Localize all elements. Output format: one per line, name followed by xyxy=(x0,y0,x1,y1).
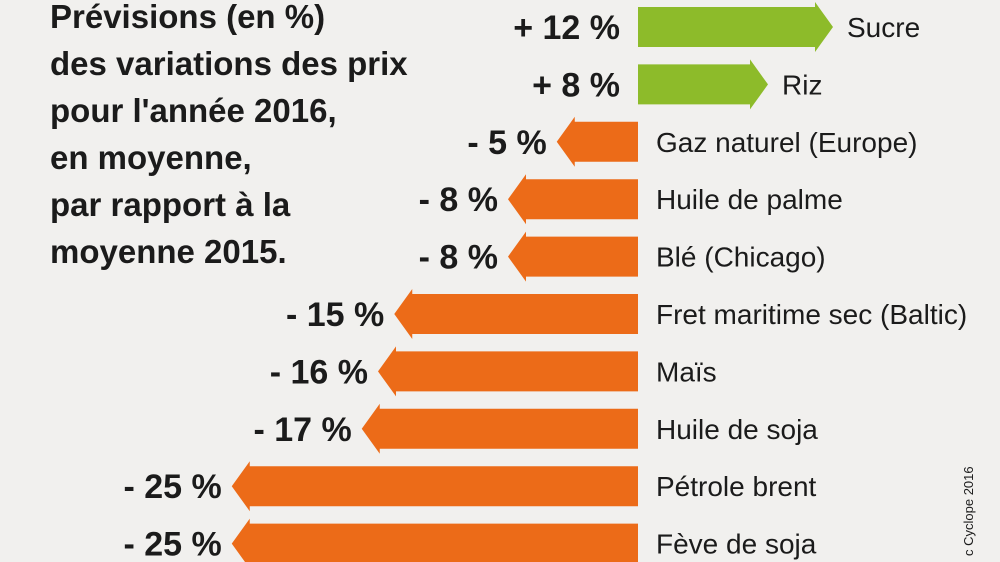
chart-title: Prévisions (en %) des variations des prix… xyxy=(50,0,408,270)
title-line: Prévisions (en %) xyxy=(50,0,325,35)
value-label: + 8 % xyxy=(532,66,620,104)
category-label: Huile de soja xyxy=(656,414,818,445)
bar-0 xyxy=(638,2,833,52)
bar-8 xyxy=(231,461,638,512)
title-line: pour l'année 2016, xyxy=(50,92,337,129)
title-line: moyenne 2015. xyxy=(50,233,287,270)
bar-2 xyxy=(556,116,638,167)
bar-3 xyxy=(508,174,638,225)
value-labels: + 12 % + 8 % - 5 % - 8 % - 8 % - 15 % - 16 % - … xyxy=(123,9,620,562)
value-label: - 25 % xyxy=(123,526,221,562)
category-label: Pétrole brent xyxy=(656,471,817,502)
value-label: - 5 % xyxy=(467,124,546,162)
category-labels: Sucre Riz Gaz naturel (Europe) Huile de pal… xyxy=(656,12,967,560)
value-label: - 25 % xyxy=(123,468,221,506)
title-line: par rapport à la xyxy=(50,186,291,223)
category-label: Maïs xyxy=(656,356,717,387)
bar-4 xyxy=(508,231,638,282)
value-label: - 15 % xyxy=(286,296,384,334)
bars xyxy=(231,2,833,562)
title-line: en moyenne, xyxy=(50,139,252,176)
bar-1 xyxy=(638,59,768,110)
category-label: Huile de palme xyxy=(656,184,843,215)
value-label: + 12 % xyxy=(513,9,620,47)
value-label: - 8 % xyxy=(419,239,498,277)
value-label: - 8 % xyxy=(419,181,498,219)
bar-9 xyxy=(231,518,638,562)
value-label: - 16 % xyxy=(270,353,368,391)
source-credit: c Cyclope 2016 xyxy=(961,466,976,556)
category-label: Fret maritime sec (Baltic) xyxy=(656,299,967,330)
bar-7 xyxy=(361,403,638,454)
title-line: des variations des prix xyxy=(50,45,408,82)
category-label: Sucre xyxy=(847,12,920,43)
bar-5 xyxy=(394,289,638,339)
category-label: Gaz naturel (Europe) xyxy=(656,127,917,158)
category-label: Riz xyxy=(782,69,822,100)
category-label: Fève de soja xyxy=(656,529,817,560)
category-label: Blé (Chicago) xyxy=(656,242,826,273)
value-label: - 17 % xyxy=(253,411,351,449)
bar-6 xyxy=(378,346,638,397)
